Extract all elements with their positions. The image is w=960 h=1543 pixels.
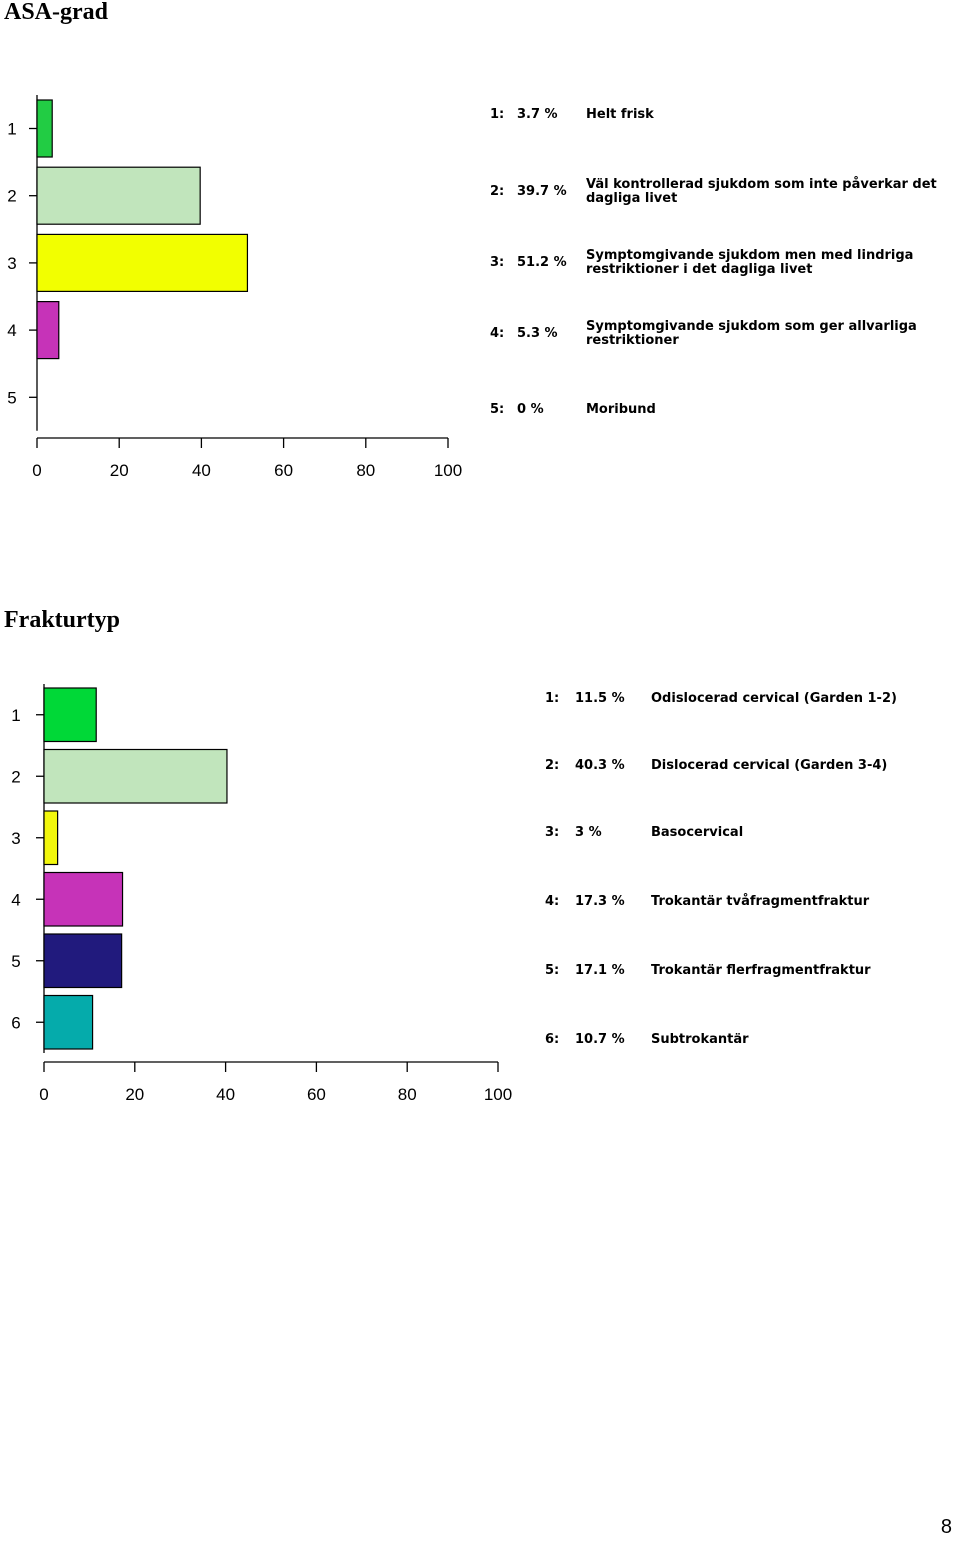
y-tick-label: 3: [11, 829, 20, 848]
legend-description: Helt frisk: [586, 107, 654, 122]
y-tick-label: 4: [11, 890, 20, 909]
bar-3: [43, 810, 59, 866]
y-tick-label: 6: [11, 1013, 20, 1032]
x-tick-label: 20: [110, 461, 129, 480]
legend-number: 5:: [545, 963, 559, 978]
legend-number: 1:: [490, 107, 504, 122]
y-tick-label: 1: [11, 706, 20, 725]
bar-2: [36, 166, 201, 225]
legend-percent: 3.7 %: [517, 107, 558, 122]
y-tick-label: 3: [7, 254, 16, 273]
y-tick-label: 4: [7, 321, 16, 340]
legend-description: Trokantär tvåfragmentfraktur: [651, 894, 870, 909]
y-tick-label: 1: [7, 120, 16, 139]
legend-number: 2:: [545, 758, 559, 773]
bar-3: [36, 233, 249, 292]
legend-percent: 17.1 %: [575, 963, 625, 978]
legend-percent: 17.3 %: [575, 894, 625, 909]
legend-description: Väl kontrollerad sjukdom som inte påverk…: [586, 177, 937, 192]
x-tick-label: 60: [274, 461, 293, 480]
bar-4: [36, 301, 60, 360]
x-tick-label: 80: [398, 1085, 417, 1104]
legend-description: Subtrokantär: [651, 1032, 749, 1047]
legend-number: 2:: [490, 184, 504, 199]
legend-description: Odislocerad cervical (Garden 1-2): [651, 691, 897, 706]
bar-4: [43, 871, 124, 927]
legend-percent: 3 %: [575, 825, 602, 840]
legend-number: 1:: [545, 691, 559, 706]
bar-1: [43, 687, 97, 743]
legend-description: restriktioner i det dagliga livet: [586, 262, 812, 277]
y-tick-label: 5: [7, 388, 16, 407]
legend-number: 3:: [490, 255, 504, 270]
page-number: 8: [940, 1516, 952, 1538]
chart-title-frakturtyp: Frakturtyp: [4, 607, 120, 633]
y-tick-label: 2: [7, 187, 16, 206]
legend-description: Moribund: [586, 402, 656, 417]
chart-title-asa: ASA-grad: [4, 0, 109, 25]
legend-description: Trokantär flerfragmentfraktur: [651, 963, 871, 978]
legend-number: 4:: [490, 326, 504, 341]
legend-description: Symptomgivande sjukdom men med lindriga: [586, 248, 913, 263]
legend-number: 3:: [545, 825, 559, 840]
legend-percent: 40.3 %: [575, 758, 625, 773]
x-tick-label: 40: [192, 461, 211, 480]
legend-description: restriktioner: [586, 333, 679, 348]
x-tick-label: 100: [484, 1085, 512, 1104]
legend-number: 6:: [545, 1032, 559, 1047]
asa-chart: 1 2 3 4 5 0 20 40 60 80 100 1: 3.7 % Helt frisk 2: 39.7…: [7, 95, 937, 480]
x-tick-label: 60: [307, 1085, 326, 1104]
legend-percent: 11.5 %: [575, 691, 625, 706]
legend-percent: 39.7 %: [517, 184, 567, 199]
legend-percent: 0 %: [517, 402, 544, 417]
bar-6: [43, 994, 94, 1050]
bar-5: [43, 933, 123, 989]
x-tick-label: 0: [32, 461, 41, 480]
legend-percent: 10.7 %: [575, 1032, 625, 1047]
legend-number: 5:: [490, 402, 504, 417]
legend-description: Dislocerad cervical (Garden 3-4): [651, 758, 887, 773]
x-tick-label: 20: [125, 1085, 144, 1104]
legend-percent: 5.3 %: [517, 326, 558, 341]
x-tick-label: 80: [356, 461, 375, 480]
legend-number: 4:: [545, 894, 559, 909]
bar-2: [43, 748, 228, 804]
legend-description: dagliga livet: [586, 191, 677, 206]
legend-percent: 51.2 %: [517, 255, 567, 270]
legend-description: Basocervical: [651, 825, 743, 840]
x-tick-label: 100: [434, 461, 462, 480]
x-tick-label: 40: [216, 1085, 235, 1104]
bar-1: [36, 99, 53, 158]
y-tick-label: 2: [11, 767, 20, 786]
legend-description: Symptomgivande sjukdom som ger allvarlig…: [586, 319, 917, 334]
y-tick-label: 5: [11, 952, 20, 971]
x-tick-label: 0: [39, 1085, 48, 1104]
